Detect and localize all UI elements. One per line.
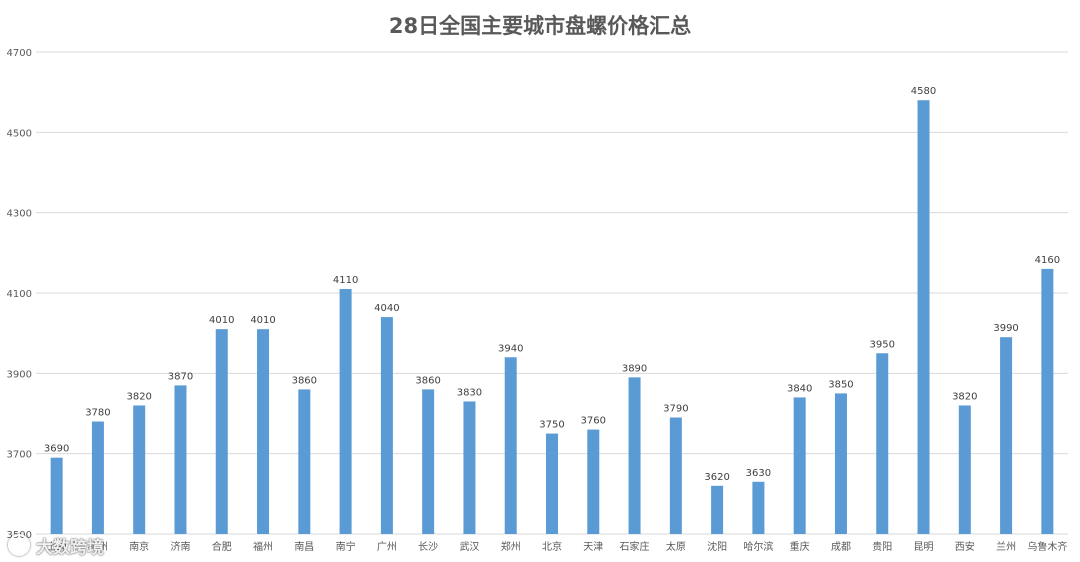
bar	[174, 385, 187, 534]
x-tick-label: 重庆	[790, 540, 810, 553]
bar	[752, 481, 765, 534]
x-tick-label: 成都	[831, 541, 851, 553]
data-label: 4110	[333, 275, 358, 286]
bar	[298, 389, 311, 534]
y-tick-label: 4700	[7, 48, 32, 59]
bar	[257, 329, 270, 534]
x-tick-label: 济南	[170, 540, 190, 553]
data-label: 3840	[787, 383, 812, 394]
x-tick-label: 天津	[583, 541, 603, 553]
bar	[958, 405, 971, 534]
data-label: 3860	[415, 375, 440, 386]
bar	[711, 485, 724, 534]
bar	[339, 288, 352, 534]
bar	[793, 397, 806, 534]
data-label: 4040	[374, 303, 399, 314]
bar	[587, 429, 600, 534]
x-tick-label: 哈尔滨	[743, 540, 773, 553]
data-label: 3950	[870, 339, 895, 350]
x-tick-label: 南宁	[336, 540, 356, 553]
bar	[917, 100, 930, 534]
bar	[215, 329, 228, 534]
data-label: 3790	[663, 404, 688, 415]
data-label: 3990	[993, 323, 1018, 334]
data-label: 3860	[292, 375, 317, 386]
data-label: 3830	[457, 387, 482, 398]
bar	[422, 389, 435, 534]
data-label: 3820	[952, 391, 977, 402]
data-label: 3890	[622, 363, 647, 374]
x-tick-label: 西安	[955, 540, 975, 553]
bar	[463, 401, 476, 534]
data-label: 3870	[168, 371, 193, 382]
bar	[1000, 337, 1013, 534]
x-tick-label: 石家庄	[620, 540, 650, 553]
x-tick-label: 北京	[542, 540, 562, 553]
data-label: 3620	[704, 472, 729, 483]
data-label: 4010	[250, 315, 275, 326]
x-tick-label: 南昌	[294, 540, 314, 553]
x-tick-label: 武汉	[459, 540, 479, 553]
bar	[380, 317, 393, 534]
data-label: 3780	[85, 408, 110, 419]
bar	[546, 433, 558, 534]
bar	[133, 405, 146, 534]
y-tick-label: 4100	[7, 289, 32, 300]
bar	[834, 393, 847, 534]
data-label: 3760	[581, 416, 606, 427]
x-tick-label: 杭州	[88, 540, 108, 553]
x-tick-label: 福州	[253, 540, 273, 553]
y-tick-label: 4300	[7, 209, 32, 220]
data-label: 3750	[539, 420, 564, 431]
chart-title: 28日全国主要城市盘螺价格汇总	[388, 14, 692, 38]
bar	[50, 457, 63, 534]
data-label: 3940	[498, 343, 523, 354]
data-label: 3690	[44, 444, 69, 455]
bar	[91, 421, 104, 534]
x-tick-label: 兰州	[996, 540, 1016, 553]
y-tick-label: 3500	[7, 530, 32, 541]
x-tick-label: 郑州	[501, 540, 521, 553]
x-tick-label: 南京	[129, 540, 149, 553]
x-tick-label: 广州	[377, 541, 397, 553]
bar	[669, 417, 682, 534]
bar	[1041, 268, 1054, 534]
bar	[504, 357, 517, 534]
x-tick-label: 上海	[47, 540, 67, 553]
x-tick-label: 沈阳	[707, 540, 727, 553]
data-label: 3630	[746, 468, 771, 479]
x-tick-label: 太原	[666, 540, 686, 553]
bar	[876, 353, 889, 534]
x-tick-label: 合肥	[212, 540, 232, 553]
data-label: 4010	[209, 315, 234, 326]
bar	[628, 377, 641, 534]
x-tick-label: 贵阳	[872, 540, 892, 553]
y-tick-label: 3900	[7, 369, 32, 380]
data-label: 4580	[911, 86, 936, 97]
data-label: 4160	[1035, 255, 1060, 266]
data-label: 3850	[828, 379, 853, 390]
y-tick-label: 4500	[7, 128, 32, 139]
data-label: 3820	[126, 391, 151, 402]
x-tick-label: 昆明	[914, 541, 934, 553]
y-tick-label: 3700	[7, 450, 32, 461]
x-tick-label: 乌鲁木齐	[1027, 540, 1067, 553]
x-tick-label: 长沙	[418, 541, 438, 553]
